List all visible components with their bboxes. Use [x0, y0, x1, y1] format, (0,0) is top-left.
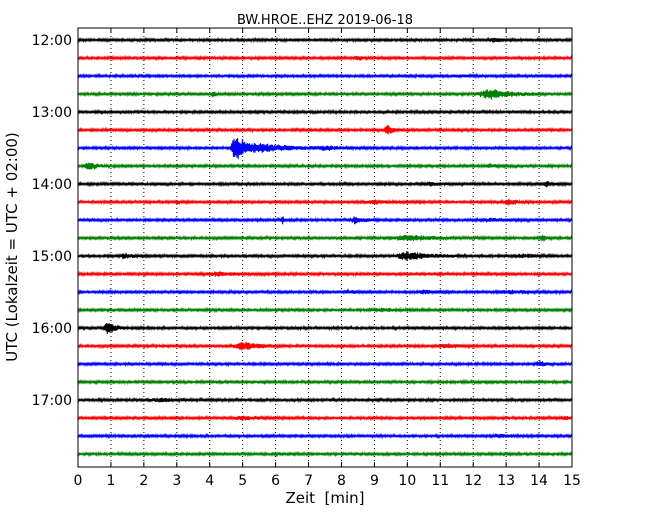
x-axis: 0 1 2 3 4 5 6 7 8 9 10 11 12 13 14 15	[74, 28, 581, 489]
x-tick-label: 3	[172, 473, 181, 489]
x-tick-label: 9	[370, 473, 379, 489]
y-tick-label: 14:00	[32, 177, 72, 193]
trace-line	[77, 180, 573, 188]
x-tick-label: 14	[530, 473, 548, 489]
x-tick-label: 7	[304, 473, 313, 489]
trace-line	[77, 378, 573, 386]
trace-line	[77, 396, 573, 404]
trace-line	[77, 432, 573, 440]
chart-title: BW.HROE..EHZ 2019-06-18	[237, 13, 413, 28]
trace-line	[77, 36, 573, 44]
y-tick-label: 12:00	[32, 33, 72, 49]
trace-line	[77, 72, 573, 80]
x-tick-label: 13	[497, 473, 515, 489]
x-tick-label: 6	[271, 473, 280, 489]
trace-line	[77, 234, 573, 242]
trace-line	[77, 108, 573, 116]
x-tick-label: 0	[74, 473, 83, 489]
trace-line	[77, 124, 573, 135]
x-tick-label: 15	[563, 473, 581, 489]
trace-line	[77, 270, 573, 278]
y-tick-label: 17:00	[32, 393, 72, 409]
y-axis: 12:00 13:00 14:00 15:00 16:00 17:00	[32, 33, 572, 409]
trace-line	[77, 306, 573, 314]
trace-line	[77, 450, 573, 458]
trace-line	[77, 288, 573, 296]
trace-line	[77, 89, 573, 100]
y-tick-label: 15:00	[32, 249, 72, 265]
trace-line	[77, 414, 573, 422]
trace-line	[77, 137, 573, 160]
trace-line	[77, 341, 573, 351]
seismic-traces	[77, 36, 573, 458]
trace-line	[77, 162, 573, 170]
x-tick-label: 4	[205, 473, 214, 489]
trace-line	[77, 216, 573, 225]
trace-line	[77, 198, 573, 206]
x-tick-label: 10	[398, 473, 416, 489]
x-tick-label: 8	[337, 473, 346, 489]
plot-frame	[77, 27, 573, 468]
trace-line	[77, 251, 573, 261]
x-tick-label: 2	[139, 473, 148, 489]
trace-line	[77, 54, 573, 62]
x-tick-label: 5	[238, 473, 247, 489]
y-tick-label: 13:00	[32, 105, 72, 121]
trace-line	[77, 360, 573, 368]
y-axis-label: UTC (Lokalzeit = UTC + 02:00)	[3, 132, 21, 362]
trace-line	[77, 322, 573, 334]
x-tick-label: 11	[431, 473, 449, 489]
x-axis-label: Zeit [min]	[285, 489, 364, 507]
x-tick-label: 1	[106, 473, 115, 489]
y-tick-label: 16:00	[32, 321, 72, 337]
x-tick-label: 12	[464, 473, 482, 489]
